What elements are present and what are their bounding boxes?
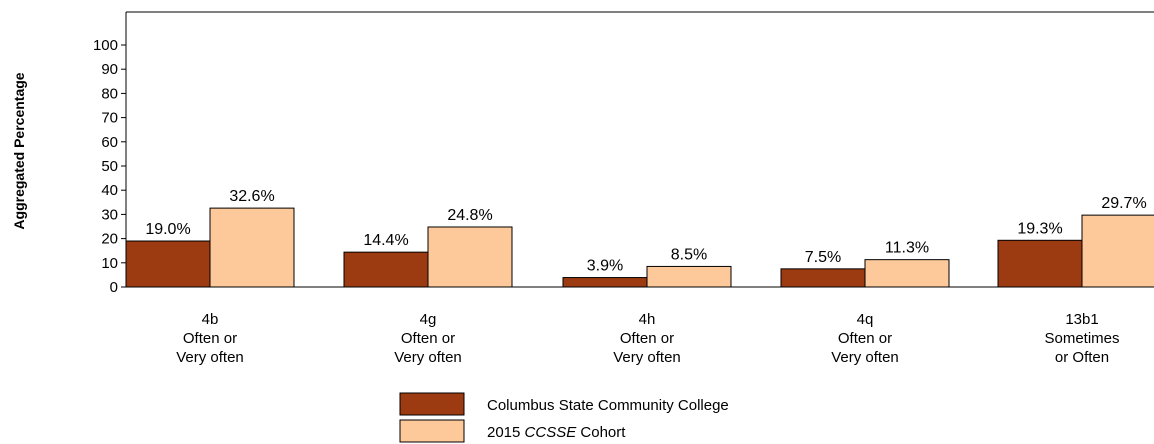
data-label: 29.7% [1101, 195, 1146, 212]
bar [646, 265, 732, 288]
y-axis-label: Aggregated Percentage [11, 72, 27, 229]
category-label: Often or [620, 330, 674, 347]
y-tick-label: 60 [101, 134, 118, 151]
bars [125, 207, 1154, 288]
category-label: Sometimes [1044, 330, 1119, 347]
legend-swatch [399, 392, 465, 416]
category-label: 4b [202, 311, 219, 328]
category-label: 4h [639, 311, 656, 328]
data-label: 3.9% [587, 258, 623, 275]
y-tick-label: 70 [101, 110, 118, 127]
bar [780, 268, 866, 288]
category-label: Very often [831, 349, 899, 366]
y-tick-label: 80 [101, 85, 118, 102]
legend: Columbus State Community College 2015 CCS… [399, 392, 729, 443]
y-tick-label: 0 [110, 279, 118, 296]
y-tick-label: 100 [93, 37, 118, 54]
data-label: 32.6% [229, 188, 274, 205]
category-label: Very often [613, 349, 681, 366]
y-tick-label: 40 [101, 182, 118, 199]
bar [864, 259, 950, 288]
category-label: Very often [176, 349, 244, 366]
category-label: Often or [401, 330, 455, 347]
y-axis: 0 10 20 30 40 50 60 70 80 90 100 [93, 37, 126, 296]
category-label: 13b1 [1065, 311, 1098, 328]
data-label: 7.5% [805, 249, 841, 266]
category-label: or Often [1055, 349, 1109, 366]
data-label: 19.0% [145, 221, 190, 238]
data-label: 14.4% [363, 232, 408, 249]
bar [343, 251, 429, 288]
legend-label: Columbus State Community College [487, 397, 729, 414]
bar [209, 207, 295, 288]
y-tick-label: 90 [101, 61, 118, 78]
category-label: 4g [420, 311, 437, 328]
data-label: 24.8% [447, 207, 492, 224]
legend-label: 2015 CCSSE Cohort [487, 424, 626, 441]
y-tick-label: 50 [101, 158, 118, 175]
data-label: 19.3% [1017, 220, 1062, 237]
category-labels: 4b Often or Very often 4g Often or Very often… [176, 311, 1119, 366]
category-label: Often or [183, 330, 237, 347]
category-label: 4q [857, 311, 874, 328]
bar [1081, 214, 1154, 288]
legend-swatch [399, 419, 465, 443]
category-label: Often or [838, 330, 892, 347]
bar [562, 277, 648, 288]
y-tick-label: 30 [101, 206, 118, 223]
category-label: Very often [394, 349, 462, 366]
bar [427, 226, 513, 288]
bar [997, 239, 1083, 288]
data-label: 11.3% [885, 240, 929, 257]
y-tick-label: 20 [101, 231, 118, 248]
data-label: 8.5% [671, 246, 707, 263]
bar [125, 240, 211, 288]
data-labels: 19.0% 32.6% 14.4% 24.8% 3.9% 8.5% 7.5% 11.3% 19.… [145, 188, 1146, 274]
y-tick-label: 10 [101, 255, 118, 272]
